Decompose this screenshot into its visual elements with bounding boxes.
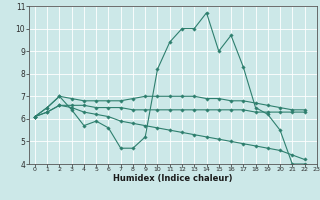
X-axis label: Humidex (Indice chaleur): Humidex (Indice chaleur) (113, 174, 233, 183)
